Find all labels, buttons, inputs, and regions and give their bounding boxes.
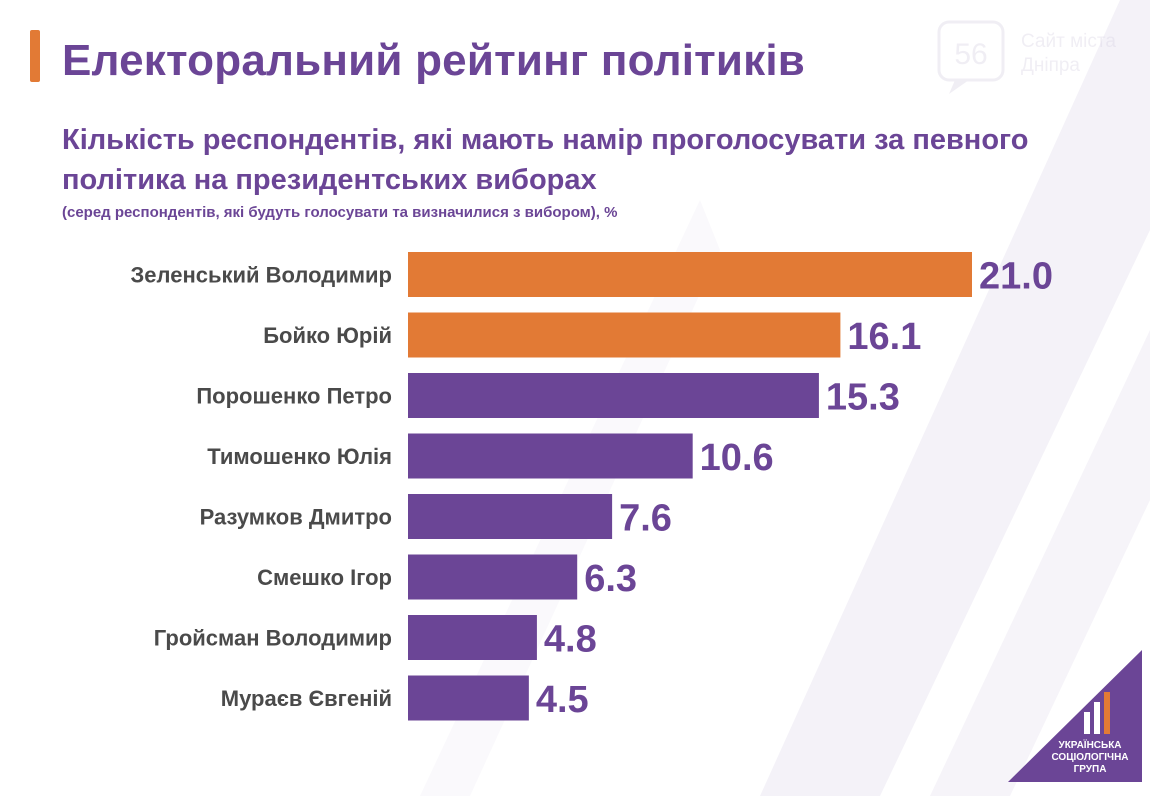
watermark-line-2: Дніпра [1021,55,1081,76]
usg-logo [1008,650,1142,782]
category-label: Тимошенко Юлія [207,444,392,469]
watermark-badge-icon: 56 [937,20,1005,94]
watermark-badge-text: 56 [954,38,987,71]
bar [408,373,819,418]
watermark-line-1: Сайт міста [1021,31,1116,52]
bar [408,675,529,721]
logo-line-1: УКРАЇНСЬКА [1058,740,1122,751]
value-label: 4.5 [536,679,589,721]
category-label: Разумков Дмитро [200,505,392,530]
bar [408,554,578,600]
logo-text: УКРАЇНСЬКА СОЦІОЛОГІЧНА ГРУПА [1040,740,1140,776]
value-label: 10.6 [700,437,774,479]
value-label: 15.3 [826,377,900,419]
category-label: Порошенко Петро [196,384,392,409]
value-label: 6.3 [584,558,637,600]
site-watermark: 56 Сайт міста Дніпра [935,18,1135,108]
title-accent-bar [30,30,40,82]
chart-subtitle: Кількість респондентів, які мають намір … [62,124,1029,196]
bar [408,312,841,358]
watermark-text: Сайт міста Дніпра [1021,30,1116,78]
bar [408,433,693,479]
category-label: Гройсман Володимир [154,626,392,651]
bars-layer: Зеленський Володимир 21.0 Бойко Юрій 16.1 По… [131,252,1053,721]
value-label: 21.0 [979,256,1053,298]
value-label: 7.6 [619,498,672,540]
category-label: Бойко Юрій [263,323,392,348]
category-label: Смешко Ігор [257,565,392,590]
value-label: 16.1 [847,316,921,358]
category-label: Зеленський Володимир [131,263,393,288]
logo-line-2: СОЦІОЛОГІЧНА [1051,752,1129,763]
page-title: Електоральний рейтинг політиків [62,36,806,85]
value-label: 4.8 [544,619,597,661]
bar [408,494,613,539]
bar [408,615,537,660]
bar [408,252,972,297]
chart-note: (серед респондентів, які будуть голосува… [62,204,618,221]
category-label: Мураєв Євгеній [221,686,392,711]
logo-line-3: ГРУПА [1073,764,1107,775]
